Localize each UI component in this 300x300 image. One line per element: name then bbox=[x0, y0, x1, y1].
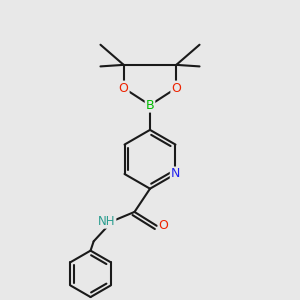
Text: B: B bbox=[146, 99, 154, 112]
Text: N: N bbox=[171, 167, 180, 181]
Text: O: O bbox=[171, 82, 181, 94]
Text: O: O bbox=[159, 219, 169, 232]
Text: O: O bbox=[119, 82, 129, 94]
Text: NH: NH bbox=[98, 215, 116, 228]
